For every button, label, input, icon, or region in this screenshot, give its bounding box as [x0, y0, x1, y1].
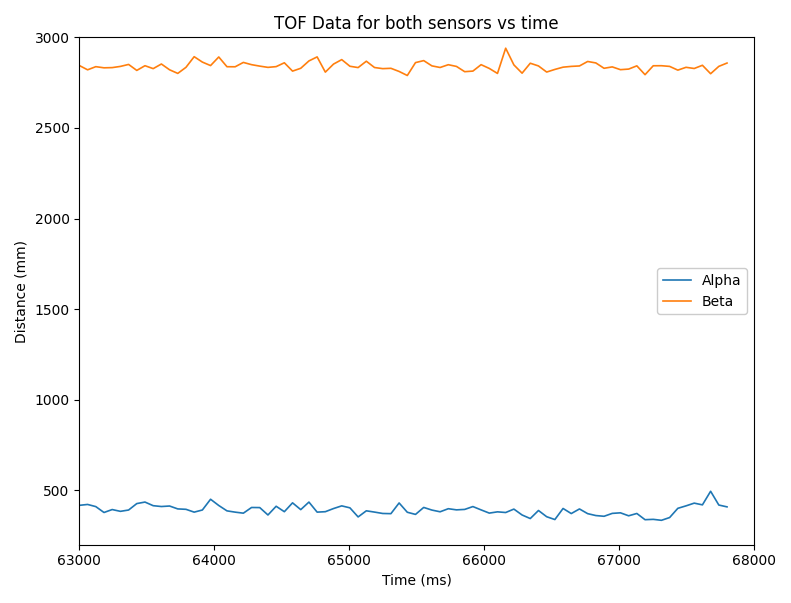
Beta — [468, 68, 478, 75]
Line: Alpha: Alpha — [79, 491, 727, 520]
Line: Beta: Beta — [79, 48, 727, 75]
Alpha — [74, 502, 84, 509]
Y-axis label: Distance (mm): Distance (mm) — [15, 239, 29, 343]
Alpha — [657, 517, 666, 524]
Beta — [501, 45, 510, 52]
Alpha — [468, 503, 478, 510]
Alpha — [460, 506, 469, 513]
Beta — [74, 62, 84, 69]
Beta — [403, 72, 412, 79]
Beta — [361, 58, 371, 65]
X-axis label: Time (ms): Time (ms) — [382, 574, 452, 588]
Alpha — [493, 508, 502, 516]
Alpha — [517, 511, 527, 519]
Beta — [722, 60, 732, 67]
Beta — [534, 62, 543, 69]
Alpha — [722, 504, 732, 511]
Alpha — [706, 488, 715, 495]
Alpha — [361, 507, 371, 514]
Beta — [476, 61, 486, 68]
Alpha — [649, 516, 658, 523]
Title: TOF Data for both sensors vs time: TOF Data for both sensors vs time — [274, 15, 559, 33]
Legend: Alpha, Beta: Alpha, Beta — [657, 268, 747, 314]
Beta — [509, 62, 519, 69]
Beta — [665, 63, 675, 70]
